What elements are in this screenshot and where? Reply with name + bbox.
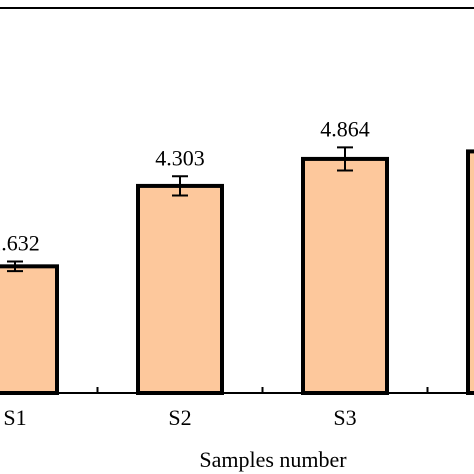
bar (136, 183, 224, 395)
x-tick-label: S1 (3, 405, 26, 430)
value-label: 4.303 (155, 145, 205, 170)
bar (0, 264, 59, 395)
bar (301, 156, 389, 395)
value-label: 2.632 (0, 231, 40, 256)
bar (466, 149, 474, 395)
error-bar (172, 175, 188, 197)
x-axis-title: Samples number (199, 447, 347, 472)
x-tick-label: S2 (168, 405, 191, 430)
error-bar (337, 146, 353, 172)
x-tick-label: S3 (333, 405, 356, 430)
error-bar (7, 260, 23, 273)
value-label: 4.864 (320, 116, 370, 141)
